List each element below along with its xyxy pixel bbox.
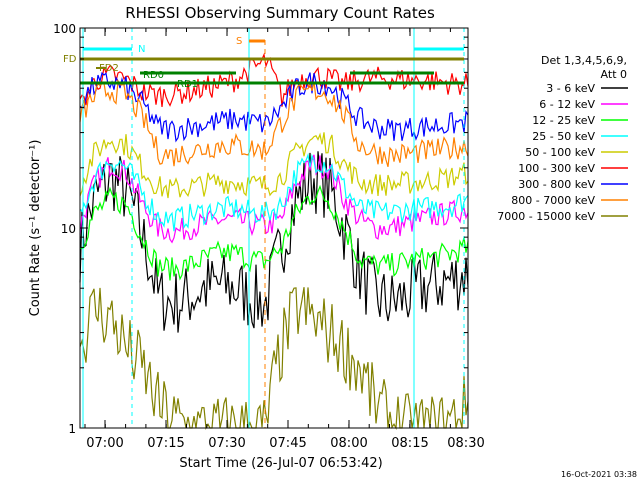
- x-tick-label: 08:30: [447, 436, 484, 451]
- y-tick-label: 1: [68, 422, 76, 436]
- legend-label: 300 - 800 keV: [518, 178, 595, 191]
- x-tick-label: 07:45: [269, 436, 306, 451]
- series-line: [79, 78, 469, 167]
- y-axis-label: Count Rate (s⁻¹ detector⁻¹): [28, 140, 43, 317]
- series-line: [79, 184, 469, 281]
- plot-frame: [79, 27, 469, 429]
- x-tick-label: 07:15: [147, 436, 184, 451]
- series-line: [79, 71, 469, 143]
- series-line: [79, 151, 469, 333]
- legend-header: Det 1,3,4,5,6,9,: [541, 54, 627, 67]
- chart-title: RHESSI Observing Summary Count Rates: [125, 4, 435, 22]
- annotation-label: FD: [63, 54, 77, 65]
- timestamp: 16-Oct-2021 03:38: [561, 470, 637, 479]
- legend-label: 50 - 100 keV: [525, 146, 595, 159]
- x-tick-label: 08:15: [391, 436, 428, 451]
- y-tick-label: 10: [61, 222, 76, 236]
- legend-label: 100 - 300 keV: [518, 162, 595, 175]
- series-line: [79, 132, 469, 199]
- legend-label: 7000 - 15000 keV: [497, 210, 595, 223]
- annotation-label: RD1: [177, 79, 198, 90]
- y-tick-label: 100: [53, 22, 76, 36]
- series-line: [79, 152, 469, 232]
- legend-label: 25 - 50 keV: [532, 130, 595, 143]
- axes: 1 10 100 07:00 07:15 07:30 07:45 08:00 08:15 08:3…: [53, 22, 485, 451]
- annotation-label: FD2: [99, 63, 119, 74]
- series-traces: [79, 52, 469, 431]
- annotation-layer: N FD FD2 RD0 RD1 S: [63, 28, 465, 428]
- annotation-label: RD0: [143, 70, 164, 81]
- legend-label: 3 - 6 keV: [546, 82, 595, 95]
- annotation-label: N: [138, 44, 145, 55]
- legend-label: 12 - 25 keV: [532, 114, 595, 127]
- annotation-label: S: [236, 36, 242, 47]
- legend-label: 800 - 7000 keV: [511, 194, 595, 207]
- x-tick-label: 07:30: [208, 436, 245, 451]
- legend: Det 1,3,4,5,6,9,Att 0 3 - 6 keV 6 - 12 keV…: [497, 54, 628, 223]
- x-tick-label: 08:00: [330, 436, 367, 451]
- x-tick-label: 07:00: [86, 436, 123, 451]
- series-line: [79, 154, 469, 244]
- legend-label: 6 - 12 keV: [539, 98, 595, 111]
- legend-header: Att 0: [601, 68, 627, 81]
- series-line: [79, 287, 469, 431]
- x-axis-label: Start Time (26-Jul-07 06:53:42): [179, 456, 382, 471]
